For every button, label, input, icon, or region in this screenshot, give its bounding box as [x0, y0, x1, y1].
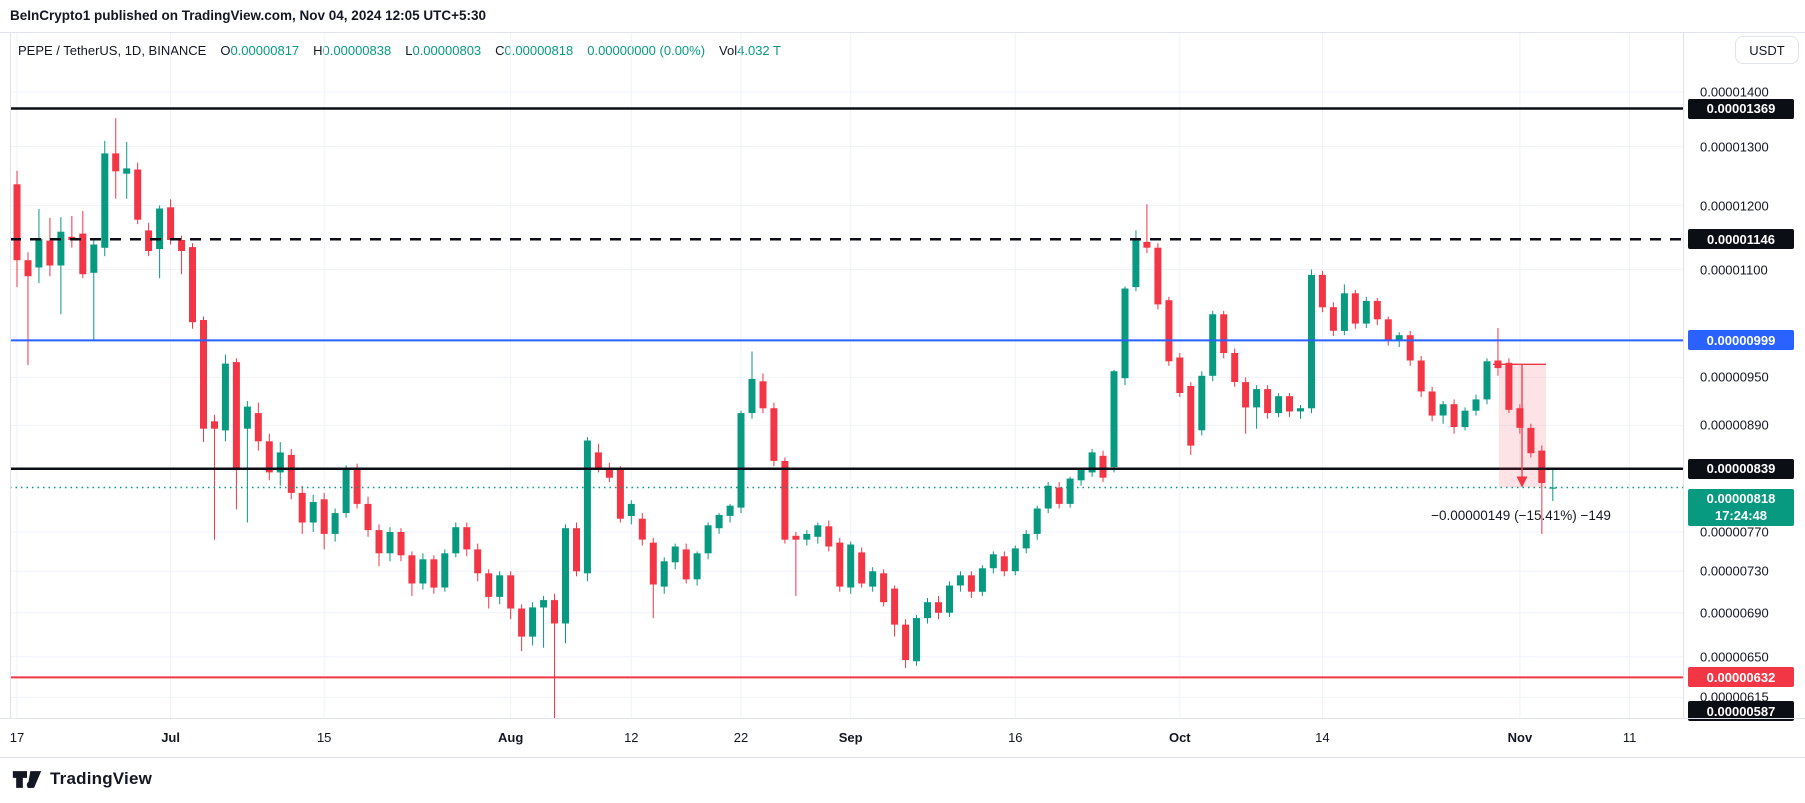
currency-toggle-button[interactable]: USDT — [1735, 36, 1799, 64]
level-price-label: 0.00000839 — [1688, 458, 1794, 479]
time-tick-label: Aug — [498, 730, 524, 745]
publish-headline: BeInCrypto1 published on TradingView.com… — [10, 8, 487, 23]
price-tick-label: 0.00000950 — [1700, 369, 1769, 385]
time-tick-label: 16 — [1008, 730, 1023, 745]
price-tick-label: 0.00001100 — [1700, 262, 1768, 277]
price-axis[interactable]: 0.00000818 17:24:48 0.00001400 0.00001300… — [1684, 33, 1805, 721]
chart-plot-area[interactable] — [10, 33, 1683, 722]
tradingview-logo-text: TradingView — [50, 769, 153, 788]
time-tick-label: 17 — [9, 730, 25, 745]
bar-countdown: 17:24:48 — [1714, 508, 1768, 523]
price-tick-label: 0.00000770 — [1700, 524, 1769, 540]
time-tick-label: 12 — [624, 730, 639, 745]
level-price-label: 0.00001146 — [1688, 229, 1794, 250]
symbol-legend: PEPE / TetherUS, 1D, BINANCE O0.00000817… — [18, 39, 781, 61]
time-tick-label: 15 — [316, 730, 332, 745]
price-tick-label: 0.00000730 — [1700, 563, 1769, 579]
legend-field-L: L0.00000803 — [405, 42, 482, 58]
price-tick-label: 0.00001400 — [1700, 84, 1769, 100]
legend-field-C: C0.00000818 — [495, 42, 574, 58]
price-tick-label: 0.00001200 — [1700, 198, 1769, 213]
time-tick-label: Sep — [838, 730, 863, 745]
time-tick-label: 22 — [733, 730, 749, 745]
time-tick-label: 14 — [1315, 730, 1330, 745]
current-price-value: 0.00000818 — [1706, 491, 1776, 506]
widget-top-border — [0, 32, 1805, 33]
level-price-label: 0.00000632 — [1688, 667, 1794, 688]
level-price-label: 0.00000587 — [1688, 701, 1794, 721]
level-price-label: 0.00000999 — [1688, 330, 1794, 351]
price-tick-label: 0.00000890 — [1700, 417, 1769, 433]
time-tick-label: Jul — [161, 730, 180, 745]
legend-field-Vol: Vol4.032 T — [719, 42, 781, 58]
current-price-label: 0.00000818 17:24:48 — [1688, 488, 1794, 526]
time-tick-label: 11 — [1622, 730, 1637, 745]
level-price-label: 0.00001369 — [1688, 98, 1794, 119]
legend-field-O: O0.00000817 — [220, 42, 300, 58]
price-tick-label: 0.00000690 — [1700, 605, 1769, 621]
price-tick-label: 0.00000650 — [1700, 649, 1769, 665]
legend-field-H: H0.00000838 — [313, 42, 392, 58]
time-tick-label: Nov — [1507, 730, 1533, 745]
price-tick-label: 0.00001300 — [1700, 139, 1769, 154]
symbol-title[interactable]: PEPE / TetherUS, 1D, BINANCE — [18, 42, 207, 58]
tradingview-logo[interactable]: TradingView — [12, 769, 152, 789]
legend-field-change: 0.00000000 (0.00%) — [587, 42, 706, 58]
tradingview-logo-icon — [12, 770, 42, 788]
time-tick-label: Oct — [1168, 730, 1191, 745]
measure-annotation: −0.00000149 (−15.41%) −149 — [1431, 508, 1611, 523]
